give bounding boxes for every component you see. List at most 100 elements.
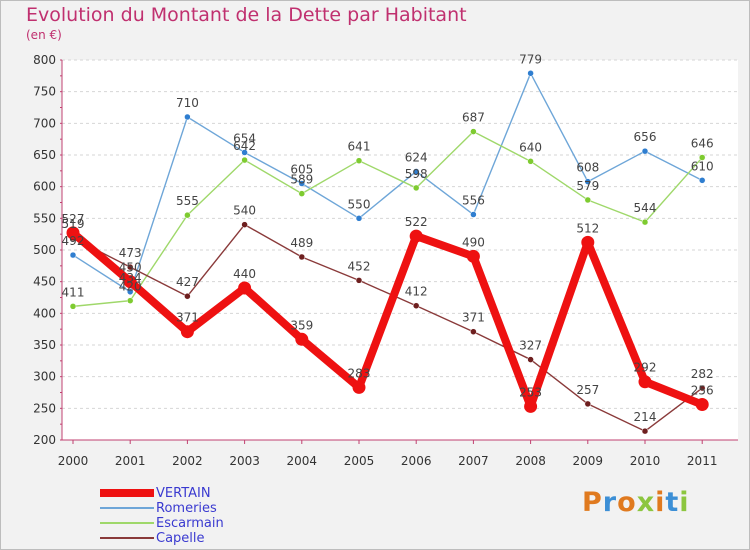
data-point	[698, 154, 706, 161]
data-point	[584, 400, 592, 408]
data-label: 214	[634, 410, 657, 424]
data-point	[698, 384, 706, 392]
x-tick-label: 2006	[401, 454, 432, 468]
data-point	[355, 157, 363, 164]
data-point	[412, 302, 420, 309]
data-point	[584, 178, 592, 185]
x-tick-label: 2002	[172, 454, 203, 468]
series-line-romeries	[72, 72, 703, 293]
data-point	[184, 113, 191, 121]
data-label: 656	[634, 130, 657, 144]
legend-swatch	[100, 507, 154, 509]
data-label: 624	[405, 150, 428, 164]
data-label: 257	[576, 383, 599, 397]
data-label: 610	[691, 159, 714, 173]
data-label: 412	[405, 285, 428, 299]
data-label: 608	[576, 161, 599, 175]
data-label: 556	[462, 194, 485, 208]
x-tick-label: 2001	[115, 454, 146, 468]
data-point	[298, 180, 306, 187]
data-label: 434	[119, 271, 142, 285]
data-label: 440	[233, 267, 256, 281]
data-label: 687	[462, 111, 485, 125]
data-point	[581, 235, 595, 249]
legend-swatch	[100, 537, 154, 539]
data-point	[641, 218, 649, 226]
data-label: 371	[176, 311, 199, 325]
data-point	[412, 168, 420, 175]
data-label: 779	[519, 52, 542, 66]
data-point	[241, 221, 248, 228]
data-point	[126, 263, 134, 271]
data-point	[180, 325, 194, 339]
data-label: 489	[290, 236, 313, 250]
y-tick-label: 500	[33, 243, 56, 257]
data-point	[241, 156, 248, 164]
data-point	[641, 427, 649, 435]
legend-swatch	[100, 522, 154, 524]
unit-label: (en €)	[26, 28, 62, 42]
data-label: 646	[691, 137, 714, 151]
data-label: 473	[119, 246, 142, 260]
data-label: 253	[519, 385, 542, 399]
y-tick-label: 550	[33, 211, 56, 225]
legend-label: VERTAIN	[156, 486, 211, 501]
x-tick-label: 2011	[687, 454, 718, 468]
data-label: 359	[290, 318, 313, 332]
data-label: 450	[119, 261, 142, 275]
data-label: 283	[348, 366, 371, 380]
data-label: 256	[691, 384, 714, 398]
legend-swatch	[100, 489, 154, 497]
y-tick-label: 200	[33, 433, 56, 447]
y-tick-label: 450	[33, 275, 56, 289]
y-tick-label: 350	[33, 338, 56, 352]
data-point	[238, 281, 252, 295]
data-point	[470, 128, 477, 135]
data-point	[184, 211, 191, 219]
data-label: 452	[348, 259, 371, 273]
data-label: 292	[634, 361, 657, 375]
data-label: 492	[62, 234, 85, 248]
y-tick-label: 650	[33, 148, 56, 162]
data-point	[641, 147, 649, 155]
x-tick-label: 2008	[515, 454, 546, 468]
data-point	[470, 328, 477, 335]
legend-label: Romeries	[156, 501, 217, 516]
data-point	[527, 70, 534, 77]
data-label: 327	[519, 339, 542, 353]
data-point	[524, 399, 538, 413]
data-label: 371	[462, 311, 485, 325]
data-label: 641	[348, 140, 371, 154]
data-point	[295, 332, 309, 346]
data-point	[355, 215, 363, 222]
chart-title: Evolution du Montant de la Dette par Hab…	[26, 4, 467, 26]
y-tick-label: 700	[33, 116, 56, 130]
data-label: 550	[348, 197, 371, 211]
y-tick-label: 750	[33, 85, 56, 99]
data-point	[184, 292, 191, 300]
data-point	[241, 149, 248, 156]
legend-label: Escarmain	[156, 516, 224, 531]
data-label: 710	[176, 96, 199, 110]
x-tick-label: 2005	[344, 454, 375, 468]
data-label: 420	[119, 280, 142, 294]
data-label: 642	[233, 139, 256, 153]
data-point	[409, 229, 423, 243]
data-label: 598	[405, 167, 428, 181]
data-label: 527	[62, 212, 85, 226]
data-label: 512	[576, 221, 599, 235]
series-line-escarmain	[72, 130, 703, 308]
data-point	[126, 288, 134, 296]
data-point	[298, 253, 306, 261]
data-label: 522	[405, 215, 428, 229]
data-label: 427	[176, 275, 199, 289]
x-tick-label: 2004	[287, 454, 318, 468]
proxiti-logo: Proxiti	[582, 487, 690, 518]
data-point	[66, 226, 80, 240]
data-label: 555	[176, 194, 199, 208]
data-point	[638, 375, 652, 389]
data-label: 490	[462, 235, 485, 249]
data-point	[126, 297, 134, 304]
data-label: 540	[233, 204, 256, 218]
